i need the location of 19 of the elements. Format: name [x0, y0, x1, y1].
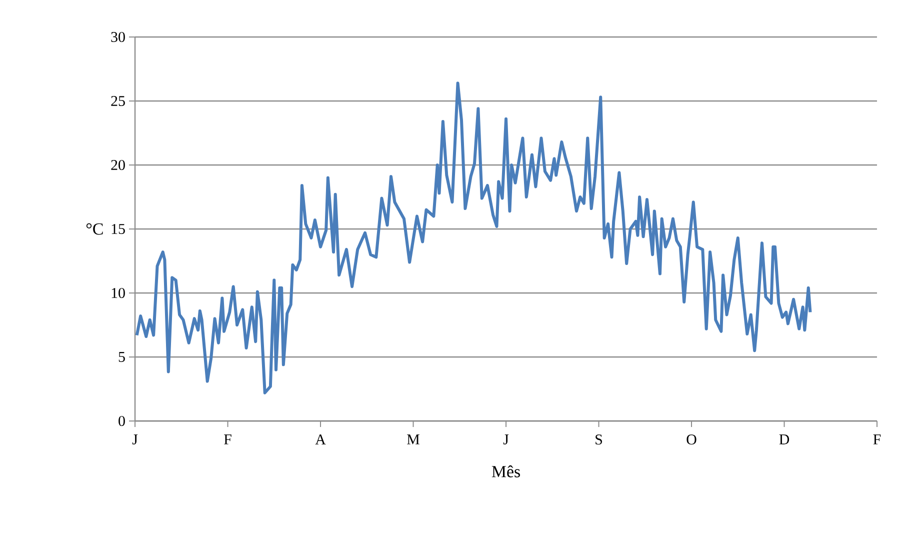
x-axis-title: Mês [492, 465, 520, 478]
x-tick-label: F [873, 434, 881, 444]
line-series [135, 82, 812, 394]
x-tick-label: S [596, 434, 602, 445]
x-tick-label: F [224, 434, 232, 444]
x-tick-label: J [132, 434, 138, 444]
y-tick-label: 0 [118, 416, 125, 426]
x-tick-label: D [779, 434, 790, 444]
y-tick-label: 20 [111, 160, 125, 170]
x-tick-label: O [686, 434, 696, 445]
y-tick-label: 30 [111, 32, 125, 42]
y-axis-title: °C [86, 223, 103, 235]
x-tick-label: M [407, 434, 420, 444]
y-tick-label: 5 [118, 352, 125, 362]
y-tick-label: 10 [112, 288, 125, 298]
x-tick-label: A [315, 434, 326, 444]
y-tick-label: 15 [112, 224, 125, 234]
x-tick-label: J [503, 434, 509, 444]
y-tick-label: 25 [111, 96, 125, 106]
